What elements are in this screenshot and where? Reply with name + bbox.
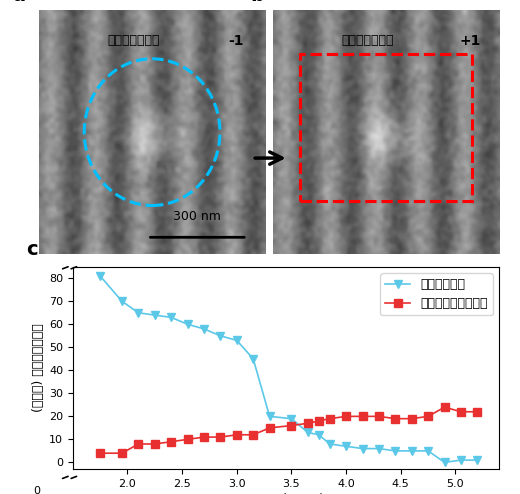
- Text: b: b: [251, 0, 264, 5]
- Line: スキルミオン: スキルミオン: [96, 272, 482, 466]
- Text: +1: +1: [459, 35, 480, 48]
- Text: トポロジカル数: トポロジカル数: [342, 35, 394, 47]
- Text: 0: 0: [33, 486, 40, 494]
- Y-axis label: (アンチ) スキルミオン数: (アンチ) スキルミオン数: [32, 324, 45, 412]
- スキルミオン: [266, 413, 272, 419]
- スキルミオン: [217, 333, 224, 339]
- スキルミオン: [458, 457, 464, 463]
- スキルミオン: [316, 432, 322, 438]
- スキルミオン: [152, 312, 158, 318]
- アンチスキルミオン: [135, 441, 141, 447]
- スキルミオン: [289, 416, 295, 422]
- アンチスキルミオン: [376, 413, 382, 419]
- アンチスキルミオン: [359, 413, 366, 419]
- アンチスキルミオン: [250, 432, 256, 438]
- スキルミオン: [392, 448, 398, 454]
- スキルミオン: [343, 443, 349, 449]
- スキルミオン: [305, 429, 311, 435]
- アンチスキルミオン: [316, 418, 322, 424]
- アンチスキルミオン: [343, 413, 349, 419]
- アンチスキルミオン: [441, 404, 448, 410]
- スキルミオン: [409, 448, 415, 454]
- アンチスキルミオン: [289, 422, 295, 428]
- スキルミオン: [376, 446, 382, 452]
- スキルミオン: [250, 356, 256, 362]
- アンチスキルミオン: [266, 425, 272, 431]
- Text: 300 nm: 300 nm: [173, 209, 222, 223]
- アンチスキルミオン: [233, 432, 240, 438]
- スキルミオン: [201, 326, 207, 332]
- Line: アンチスキルミオン: アンチスキルミオン: [96, 403, 482, 457]
- X-axis label: 温度勾配 (K/μm): 温度勾配 (K/μm): [248, 493, 324, 494]
- スキルミオン: [168, 315, 174, 321]
- スキルミオン: [327, 441, 333, 447]
- アンチスキルミオン: [327, 416, 333, 422]
- スキルミオン: [97, 273, 103, 279]
- アンチスキルミオン: [392, 416, 398, 422]
- アンチスキルミオン: [201, 434, 207, 440]
- アンチスキルミオン: [217, 434, 224, 440]
- Text: -1: -1: [228, 35, 243, 48]
- アンチスキルミオン: [474, 409, 480, 415]
- アンチスキルミオン: [168, 439, 174, 445]
- アンチスキルミオン: [305, 420, 311, 426]
- スキルミオン: [441, 459, 448, 465]
- アンチスキルミオン: [425, 413, 431, 419]
- アンチスキルミオン: [409, 416, 415, 422]
- スキルミオン: [359, 446, 366, 452]
- スキルミオン: [185, 321, 191, 327]
- Legend: スキルミオン, アンチスキルミオン: スキルミオン, アンチスキルミオン: [381, 273, 493, 315]
- Text: a: a: [12, 0, 25, 5]
- Text: トポロジカル数: トポロジカル数: [108, 35, 160, 47]
- スキルミオン: [119, 298, 125, 304]
- スキルミオン: [233, 337, 240, 343]
- アンチスキルミオン: [152, 441, 158, 447]
- スキルミオン: [474, 457, 480, 463]
- Text: c: c: [26, 240, 37, 259]
- Bar: [300, 54, 472, 201]
- アンチスキルミオン: [185, 436, 191, 442]
- アンチスキルミオン: [119, 450, 125, 456]
- アンチスキルミオン: [458, 409, 464, 415]
- スキルミオン: [135, 310, 141, 316]
- スキルミオン: [425, 448, 431, 454]
- アンチスキルミオン: [97, 450, 103, 456]
